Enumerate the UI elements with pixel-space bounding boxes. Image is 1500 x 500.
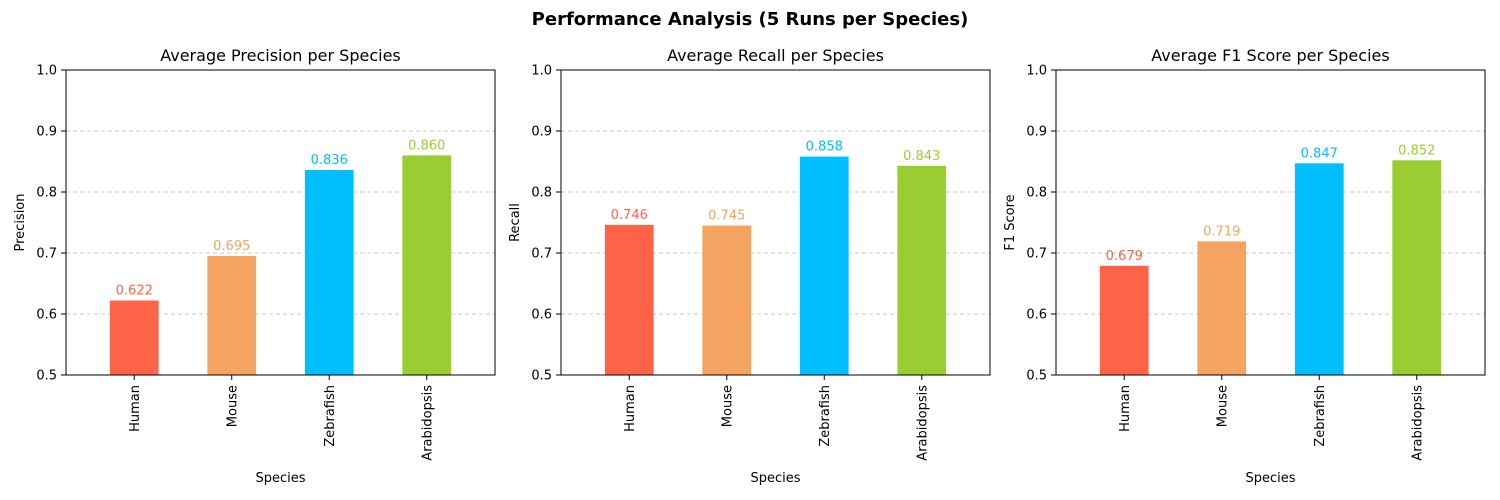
- bar-value-label: 0.836: [311, 153, 348, 168]
- bar-value-label: 0.719: [1203, 224, 1240, 239]
- bar: [1392, 160, 1442, 375]
- y-tick-label: 0.6: [1026, 308, 1047, 323]
- x-tick-label: Zebrafish: [818, 385, 833, 447]
- y-tick-label: 0.8: [36, 186, 57, 201]
- x-axis-label: Species: [1245, 471, 1295, 486]
- chart-panels: Average Precision per Species 0.5 0.6 0.7 0.…: [13, 46, 1486, 486]
- y-tick-label: 0.9: [1026, 125, 1047, 140]
- y-tick-label: 0.6: [36, 308, 57, 323]
- x-axis-label: Species: [750, 471, 800, 486]
- chart-title: Average Precision per Species: [160, 46, 401, 65]
- y-tick-label: 0.8: [531, 186, 552, 201]
- x-axis-label: Species: [255, 471, 305, 486]
- x-tick-label: Human: [1118, 385, 1133, 432]
- y-tick-label: 0.5: [36, 369, 57, 384]
- bar: [1294, 163, 1344, 375]
- y-axis-label: Recall: [508, 203, 523, 242]
- bar-value-label: 0.860: [408, 138, 445, 153]
- bar-value-label: 0.843: [903, 149, 940, 164]
- y-tick-label: 0.5: [1026, 369, 1047, 384]
- figure-title: Performance Analysis (5 Runs per Species…: [532, 9, 969, 30]
- bar: [897, 165, 947, 375]
- y-tick-label: 0.7: [1026, 247, 1047, 262]
- y-tick-label: 1.0: [1026, 64, 1047, 79]
- bar-value-label: 0.852: [1398, 143, 1435, 158]
- chart-title: Average F1 Score per Species: [1151, 46, 1389, 65]
- bar-value-label: 0.847: [1301, 146, 1338, 161]
- chart-recall: Average Recall per Species 0.5 0.6 0.7 0.8 0.…: [508, 46, 991, 486]
- y-tick-label: 0.9: [36, 125, 57, 140]
- bar: [1099, 265, 1149, 375]
- chart-title: Average Recall per Species: [667, 46, 884, 65]
- y-axis-label: Precision: [13, 193, 28, 251]
- bar-value-label: 0.745: [708, 209, 745, 224]
- y-tick-label: 1.0: [36, 64, 57, 79]
- x-tick-label: Human: [623, 385, 638, 432]
- bar: [1197, 241, 1247, 375]
- x-tick-label: Human: [128, 385, 143, 432]
- bar: [207, 256, 257, 375]
- chart-precision: Average Precision per Species 0.5 0.6 0.7 0.…: [13, 46, 496, 486]
- bar: [402, 155, 452, 375]
- chart-f1: Average F1 Score per Species 0.5 0.6 0.7 0.8…: [1003, 46, 1486, 486]
- bar-value-label: 0.858: [806, 140, 843, 155]
- bar-value-label: 0.679: [1106, 249, 1143, 264]
- x-tick-label: Zebrafish: [323, 385, 338, 447]
- y-axis-label: F1 Score: [1003, 194, 1018, 250]
- y-tick-label: 0.7: [36, 247, 57, 262]
- bar: [799, 156, 849, 375]
- bar-value-label: 0.622: [116, 284, 153, 299]
- plot-frame: [1055, 69, 1486, 376]
- y-tick-label: 0.5: [531, 369, 552, 384]
- y-tick-label: 0.7: [531, 247, 552, 262]
- x-tick-label: Arabidopsis: [915, 385, 930, 461]
- bar: [304, 170, 354, 375]
- y-tick-label: 1.0: [531, 64, 552, 79]
- bar: [109, 300, 159, 375]
- x-tick-label: Zebrafish: [1313, 385, 1328, 447]
- y-tick-label: 0.8: [1026, 186, 1047, 201]
- x-tick-label: Arabidopsis: [1410, 385, 1425, 461]
- bar-value-label: 0.746: [611, 208, 648, 223]
- x-tick-label: Mouse: [720, 385, 735, 427]
- x-tick-label: Mouse: [1215, 385, 1230, 427]
- plot-frame: [65, 69, 496, 376]
- plot-frame: [560, 69, 991, 376]
- x-tick-label: Mouse: [225, 385, 240, 427]
- y-tick-label: 0.6: [531, 308, 552, 323]
- x-tick-label: Arabidopsis: [420, 385, 435, 461]
- bar: [604, 224, 654, 375]
- y-tick-label: 0.9: [531, 125, 552, 140]
- bar: [702, 225, 752, 375]
- bar-value-label: 0.695: [213, 239, 250, 254]
